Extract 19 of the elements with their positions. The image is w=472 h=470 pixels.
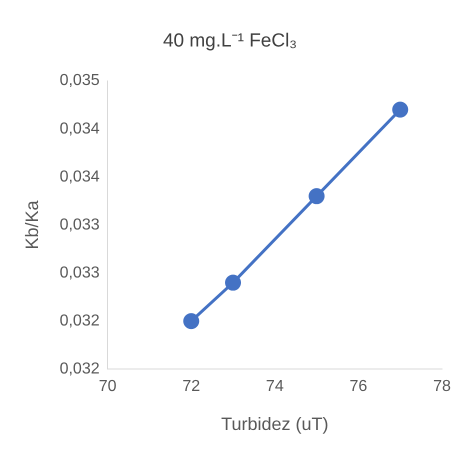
point <box>392 102 408 118</box>
x-tick-label: 72 <box>182 378 200 396</box>
y-axis-title: Kb/Ka <box>22 200 42 250</box>
y-tick-label: 0,032 <box>60 360 100 378</box>
y-tick-label: 0,032 <box>60 312 100 330</box>
x-tick-label: 70 <box>98 378 117 396</box>
chart-title: 40 mg.L⁻¹ FeCl₃ <box>162 30 298 52</box>
x-tick-label: 76 <box>350 378 368 396</box>
point <box>183 313 200 330</box>
y-tick-label: 0,033 <box>60 216 100 234</box>
x-tick-label: 78 <box>433 378 451 396</box>
y-tick-label: 0,035 <box>60 72 100 90</box>
y-tick-label: 0,033 <box>60 264 100 282</box>
y-tick-label: 0,034 <box>60 168 100 186</box>
x-axis-title: Turbidez (uT) <box>221 414 328 434</box>
point <box>225 274 242 291</box>
y-tick-label: 0,034 <box>60 120 100 138</box>
point <box>308 188 325 204</box>
x-tick-label: 74 <box>266 378 284 396</box>
